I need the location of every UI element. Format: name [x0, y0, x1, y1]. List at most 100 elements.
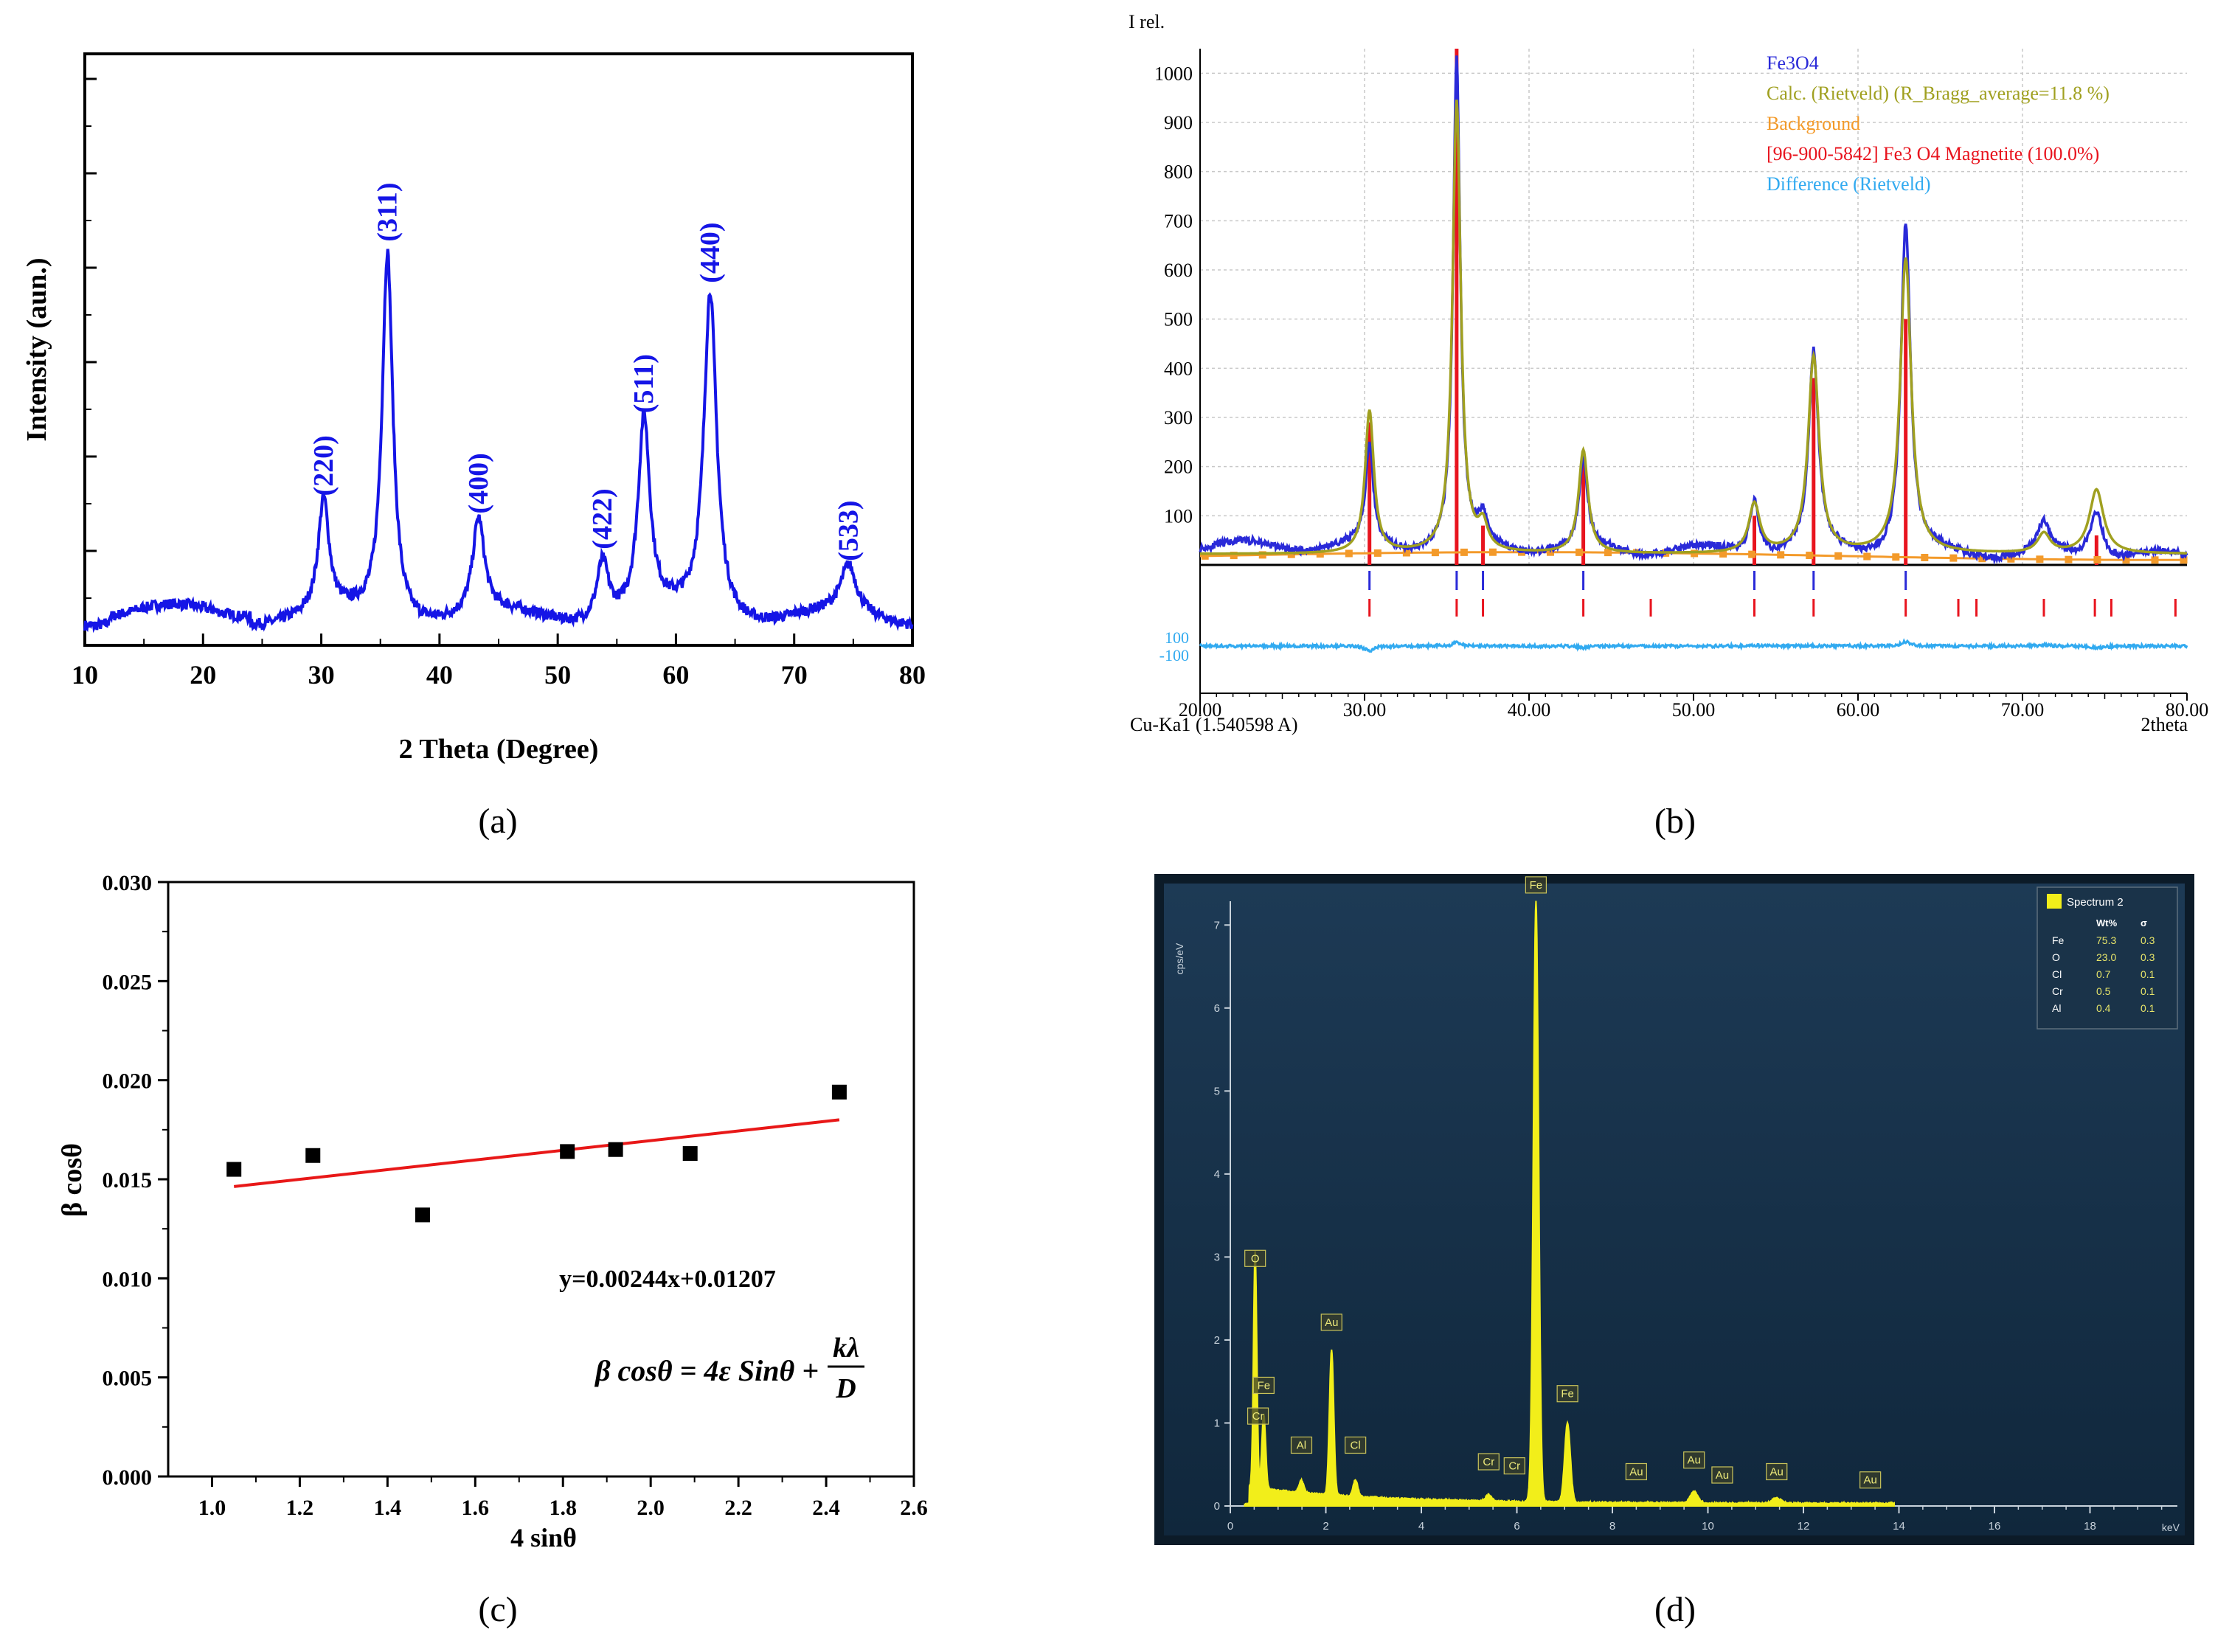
panel-b-background-marker: [1892, 553, 1900, 561]
panel-d-xlabel: keV: [2162, 1521, 2180, 1533]
panel-c-data-point: [831, 1084, 847, 1100]
panel-c-formula: β cosθ = 4ε Sinθ + kλ D: [594, 1333, 864, 1404]
panel-d-x-tick-label: 4: [1418, 1520, 1424, 1533]
panel-b-y-tick-label: 500: [1164, 309, 1193, 330]
panel-c-data-point: [560, 1144, 575, 1159]
panel-b-legend-entry: Difference (Rietveld): [1767, 173, 1931, 195]
panel-c-fit-line: [233, 1118, 840, 1188]
panel-b-y-tick-label: 200: [1164, 457, 1193, 478]
panel-b-x-tick-label: 30.00: [1343, 699, 1387, 721]
panel-c-x-axis: 1.0 1.2 1.4 1.6 1.8 2.0 2.2 2.4 2.6: [198, 1476, 928, 1520]
panel-c-formula-left: β cosθ = 4ε Sinθ +: [594, 1354, 819, 1387]
panel-b-legend-entry: Calc. (Rietveld) (R_Bragg_average=11.8 %…: [1767, 83, 2110, 104]
panel-b-background-marker: [1316, 550, 1324, 558]
panel-c-data-point: [608, 1142, 623, 1157]
panel-d-element-label-box: [1320, 1313, 1342, 1331]
panel-b-y-tick-label: 1000: [1154, 63, 1193, 84]
panel-d-y-tick-label: 3: [1214, 1251, 1220, 1263]
panel-b-background-marker: [2036, 555, 2044, 563]
panel-b-background-marker: [2065, 555, 2073, 563]
panel-c-y-tick-label: 0.030: [103, 871, 153, 895]
panel-d-element-label: Al: [1297, 1439, 1306, 1451]
panel-b-background-marker: [2180, 556, 2188, 564]
panel-b-background-marker: [1345, 549, 1353, 558]
panel-d-element-label: Au: [1325, 1316, 1338, 1329]
panel-c-y-tick-label: 0.015: [103, 1168, 153, 1193]
panel-c-x-tick-label: 1.8: [549, 1496, 577, 1520]
panel-b-background-marker: [1748, 550, 1756, 558]
panel-c-formula-numerator: kλ: [833, 1333, 859, 1364]
panel-b-background-marker: [1978, 555, 1986, 563]
caption-c: (c): [478, 1590, 517, 1629]
panel-b-background-marker: [1201, 552, 1209, 560]
panel-d-y-tick-label: 5: [1214, 1085, 1220, 1097]
panel-b-x-tick-label: 60.00: [1837, 699, 1880, 721]
panel-a-x-axis: 10 20 30 40 50 60 70 80: [72, 634, 926, 690]
panel-a-peak-label: (220): [308, 435, 339, 496]
panel-c-x-tick-label: 1.0: [198, 1496, 226, 1520]
panel-d-y-tick-label: 7: [1214, 919, 1220, 931]
panel-d-element-label: Fe: [1561, 1388, 1574, 1401]
panel-c-y-tick-label: 0.005: [103, 1367, 153, 1391]
panel-b-y-tick-label: 600: [1164, 260, 1193, 281]
panel-c-formula-denominator: D: [835, 1373, 856, 1404]
panel-b-background-marker: [1863, 552, 1871, 560]
panel-b-y-tick-label: 100: [1164, 505, 1193, 527]
panel-b-background-marker: [1719, 549, 1727, 558]
panel-c-data-point: [305, 1148, 321, 1163]
panel-b-difference-ticks: 100-100: [1160, 628, 1189, 664]
panel-b-legend-entry: Fe3O4: [1767, 52, 1819, 74]
panel-d-table-cell: 23.0: [2096, 951, 2116, 963]
panel-b-background-marker: [1834, 552, 1843, 560]
panel-d-x-tick-label: 16: [1989, 1520, 2001, 1533]
panel-b-observed-curve: [1199, 55, 2188, 566]
panel-b-x-tick-label: 50.00: [1672, 699, 1716, 721]
panel-b-legend: Fe3O4 Calc. (Rietveld) (R_Bragg_average=1…: [1767, 52, 2110, 195]
panel-d-element-labels: O Fe Cr Al Au Cl Cr Cr Fe Fe Au Au Au Au Au: [1244, 876, 1882, 1489]
panel-b-background-marker: [2093, 556, 2101, 564]
panel-b-background-marker: [1576, 548, 1584, 556]
panel-d-legend-title: Spectrum 2: [2067, 896, 2124, 909]
panel-c-x-tick-label: 2.2: [724, 1496, 752, 1520]
panel-c-y-axis: 0.000 0.005 0.010 0.015 0.020 0.025 0.030: [103, 871, 168, 1490]
panel-d-y-tick-label: 6: [1214, 1002, 1220, 1015]
panel-c-x-tick-label: 2.0: [637, 1496, 665, 1520]
panel-d-table-header: Wt%: [2096, 917, 2118, 929]
panel-d-y-tick-label: 2: [1214, 1334, 1220, 1347]
panel-b-x-tick-label: 80.00: [2166, 699, 2209, 721]
panel-b-background-marker: [1460, 548, 1468, 556]
panel-d-element-label-box: [1711, 1466, 1733, 1484]
panel-d-element-label: Au: [1770, 1465, 1784, 1478]
panel-d-y-tick-label: 4: [1214, 1168, 1220, 1181]
panel-d-element-label: Au: [1716, 1469, 1729, 1482]
panel-d-element-label-box: [1859, 1471, 1882, 1489]
panel-b-background-marker: [1488, 548, 1497, 556]
panel-d-table-cell: 75.3: [2096, 934, 2116, 946]
panel-d-x-tick-label: 18: [2084, 1520, 2096, 1533]
panel-c-x-tick-label: 1.2: [286, 1496, 314, 1520]
panel-d-x-tick-label: 12: [1798, 1520, 1810, 1533]
panel-b-legend-entry: [96-900-5842] Fe3 O4 Magnetite (100.0%): [1767, 143, 2099, 164]
panel-d-element-label-box: [1625, 1462, 1647, 1481]
panel-d-table-cell: 0.1: [2141, 985, 2155, 997]
panel-b-grid: [1200, 49, 2187, 565]
panel-d-table-cell: 0.3: [2141, 934, 2155, 946]
panel-d-element-label-box: [1503, 1457, 1525, 1475]
panel-d-table-cell: 0.3: [2141, 951, 2155, 963]
panel-b-background-marker: [1777, 551, 1785, 559]
panel-d-table-cell: Fe: [2052, 934, 2065, 946]
panel-d-x-tick-label: 2: [1323, 1520, 1328, 1533]
panel-b-background-marker: [1287, 550, 1295, 558]
panel-d-legend: Spectrum 2 Wt% σ Fe 75.3 0.3 O 23.0 0.3 Cl 0.7 0.1 C…: [2037, 886, 2178, 1030]
panel-d-table-header: σ: [2141, 917, 2147, 929]
panel-d-element-label-box: [1766, 1462, 1788, 1481]
panel-d-element-label: Au: [1688, 1454, 1701, 1467]
panel-b-ylabel: I rel.: [1129, 11, 1165, 32]
panel-d-element-label-box: [1525, 876, 1547, 894]
panel-b-diff-tick-label: -100: [1160, 646, 1189, 664]
panel-a-peak-label: (422): [587, 488, 618, 549]
panel-c-data-point: [415, 1207, 430, 1223]
panel-a-peak-label: (311): [372, 182, 403, 241]
